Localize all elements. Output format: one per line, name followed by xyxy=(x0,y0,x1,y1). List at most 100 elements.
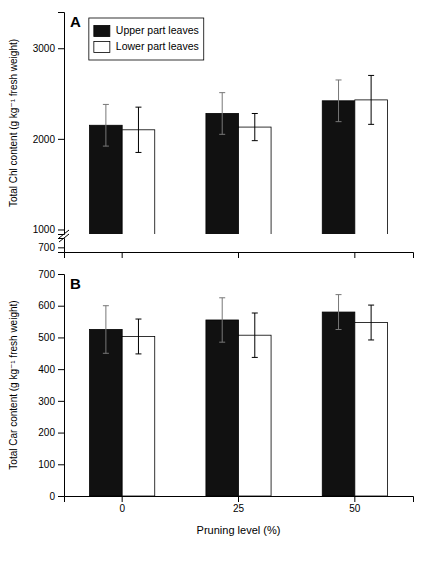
y-axis: 1000 2000 3000 xyxy=(33,13,65,236)
y-tick: 600 xyxy=(38,300,64,311)
plot-area xyxy=(90,295,388,496)
y-axis-title: Total Car content (g kg⁻¹ fresh weight) xyxy=(8,300,19,469)
bar-series xyxy=(90,80,355,234)
y-axis-line xyxy=(58,275,65,497)
y-tick-mark xyxy=(58,274,64,275)
panel-label: A xyxy=(70,13,81,30)
y-tick-label: 100 xyxy=(38,459,55,470)
y-tick-label: 200 xyxy=(38,427,55,438)
panel: 0 100 200 300 400 500 600 700 0 25 50 B Total Car co… xyxy=(8,269,414,536)
error-bar xyxy=(368,305,374,340)
y-tick-mark xyxy=(58,306,64,307)
y-tick: 0 xyxy=(49,491,64,502)
bar xyxy=(322,312,355,496)
x-tick-mark xyxy=(354,252,355,258)
x-tick-mark xyxy=(354,496,355,502)
error-bar xyxy=(368,75,374,124)
legend-label: Upper part leaves xyxy=(116,24,199,36)
bar xyxy=(122,336,155,496)
y-tick-label: 500 xyxy=(38,332,55,343)
bar xyxy=(90,330,123,497)
y-tick-label: 300 xyxy=(38,396,55,407)
error-bar xyxy=(336,80,342,122)
x-tick: 50 xyxy=(349,496,361,514)
y-tick: 1000 xyxy=(33,224,64,235)
panel-label: B xyxy=(70,275,81,292)
x-axis-line xyxy=(65,253,414,259)
bar xyxy=(239,127,272,234)
error-bar xyxy=(103,104,109,146)
y-tick-mark xyxy=(58,139,64,140)
bar-series xyxy=(90,295,355,496)
error-bar xyxy=(135,319,141,354)
y-tick-label: 700 xyxy=(38,242,55,253)
y-tick: 300 xyxy=(38,396,64,407)
x-tick: 0 xyxy=(119,496,125,514)
panel: 1000 2000 3000 A Upper part leaves Lower part… xyxy=(8,13,388,321)
y-tick-mark xyxy=(58,369,64,370)
y-tick-label: 400 xyxy=(38,364,55,375)
x-tick xyxy=(238,252,239,258)
y-tick: 500 xyxy=(38,332,64,343)
x-tick-mark xyxy=(122,252,123,258)
error-bar xyxy=(336,295,342,330)
y-tick: 100 xyxy=(38,459,64,470)
y-tick-mark xyxy=(58,401,64,402)
y-axis-title: Total Chl content (g kg⁻¹ fresh weight) xyxy=(8,39,19,207)
y-axis-line xyxy=(58,13,65,235)
x-axis: 0 25 50 xyxy=(65,496,414,514)
error-bar xyxy=(219,93,225,135)
x-tick-mark xyxy=(238,496,239,502)
y-tick-label: 2000 xyxy=(33,134,56,145)
x-tick xyxy=(354,252,355,258)
bar xyxy=(239,335,272,496)
error-bar xyxy=(135,107,141,152)
panel: 700 xyxy=(38,234,413,258)
y-tick: 700 xyxy=(38,242,64,253)
x-tick: 25 xyxy=(233,496,245,514)
error-bar xyxy=(252,113,258,140)
y-tick-label: 3000 xyxy=(33,43,56,54)
legend-swatch xyxy=(94,26,110,37)
y-tick-mark xyxy=(58,48,64,49)
y-axis: 0 100 200 300 400 500 600 700 xyxy=(38,269,64,502)
x-tick-label: 0 xyxy=(119,503,125,514)
legend-box xyxy=(89,18,204,60)
x-tick-mark xyxy=(238,252,239,258)
y-tick-mark xyxy=(58,433,64,434)
bar xyxy=(206,320,239,496)
plot-area xyxy=(90,75,388,234)
y-tick-label: 700 xyxy=(38,269,55,280)
y-tick: 2000 xyxy=(33,134,64,145)
bar xyxy=(355,323,388,496)
y-tick-label: 0 xyxy=(49,491,55,502)
bar-series xyxy=(122,305,387,496)
x-tick-label: 25 xyxy=(233,503,245,514)
error-bar xyxy=(252,313,258,357)
x-tick-label: 50 xyxy=(349,503,361,514)
legend-label: Lower part leaves xyxy=(116,40,199,52)
error-bar xyxy=(219,298,225,342)
bar-series xyxy=(122,75,387,234)
y-tick-mark xyxy=(58,464,64,465)
y-tick-label: 600 xyxy=(38,300,55,311)
x-tick xyxy=(122,252,123,258)
chart: 100020003000AUpper part leavesLower part… xyxy=(0,0,425,582)
x-axis-title: Pruning level (%) xyxy=(197,524,281,536)
y-tick-mark xyxy=(58,247,64,248)
y-tick-label: 1000 xyxy=(33,224,56,235)
x-axis xyxy=(65,252,414,258)
legend-swatch xyxy=(94,42,110,53)
axis-break xyxy=(59,234,69,242)
x-tick-mark xyxy=(122,496,123,502)
y-tick-mark xyxy=(58,229,64,230)
y-tick: 400 xyxy=(38,364,64,375)
error-bar xyxy=(103,306,109,354)
y-tick: 200 xyxy=(38,427,64,438)
y-tick: 700 xyxy=(38,269,64,280)
y-tick-mark xyxy=(58,337,64,338)
y-tick-mark xyxy=(58,496,64,497)
legend: Upper part leaves Lower part leaves xyxy=(89,18,204,60)
y-tick: 3000 xyxy=(33,43,64,54)
x-axis-line xyxy=(65,497,414,503)
